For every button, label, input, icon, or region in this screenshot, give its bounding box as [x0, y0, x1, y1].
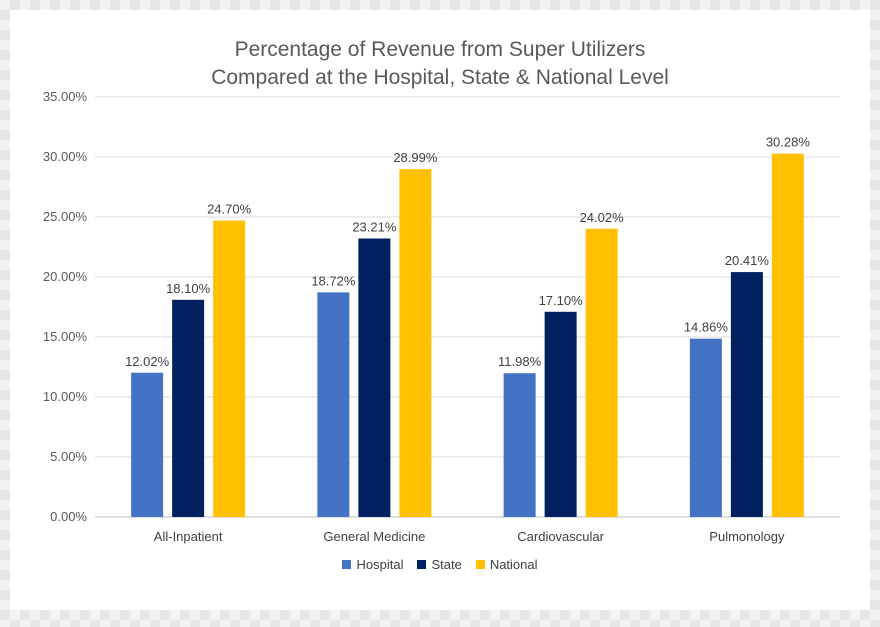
bar-state — [172, 299, 205, 517]
bar-state — [730, 272, 763, 517]
bar-hospital — [317, 292, 350, 517]
legend-item-hospital: Hospital — [342, 557, 403, 572]
legend-item-national: National — [475, 557, 538, 572]
x-tick-label: All-Inpatient — [154, 529, 223, 544]
bar-state — [358, 238, 391, 518]
x-tick-label: Cardiovascular — [517, 529, 604, 544]
y-tick-label: 5.00% — [50, 449, 87, 464]
data-label-state: 17.10% — [539, 293, 584, 308]
bar-national — [585, 228, 618, 517]
bar-state — [544, 311, 577, 517]
legend-label-hospital: Hospital — [356, 557, 404, 572]
bar-national — [213, 220, 246, 517]
data-label-state: 20.41% — [725, 253, 770, 268]
legend-swatch-hospital — [342, 560, 352, 569]
legend-label-state: State — [431, 557, 462, 572]
data-label-national: 30.28% — [766, 135, 811, 150]
y-tick-label: 20.00% — [43, 269, 88, 284]
data-label-hospital: 11.98% — [498, 354, 542, 369]
chart-legend: Hospital State National — [0, 557, 880, 572]
data-label-national: 28.99% — [393, 150, 438, 165]
x-tick-label: General Medicine — [323, 529, 425, 544]
x-tick-label: Pulmonology — [709, 529, 785, 544]
y-tick-label: 0.00% — [50, 509, 87, 524]
data-label-hospital: 12.02% — [125, 354, 170, 369]
data-label-hospital: 18.72% — [311, 273, 356, 288]
legend-swatch-national — [475, 560, 485, 569]
data-label-national: 24.70% — [207, 202, 252, 217]
legend-label-national: National — [489, 557, 538, 572]
legend-swatch-state — [417, 560, 427, 569]
data-label-state: 23.21% — [352, 219, 397, 234]
chart-title-line-2: Compared at the Hospital, State & Nation… — [211, 66, 669, 89]
legend-item-state: State — [417, 557, 462, 572]
data-label-national: 24.02% — [580, 210, 625, 225]
y-tick-label: 15.00% — [43, 329, 88, 344]
chart-title-line-1: Percentage of Revenue from Super Utilize… — [234, 38, 646, 61]
bar-hospital — [689, 338, 722, 517]
bar-hospital — [131, 372, 164, 517]
y-tick-label: 35.00% — [43, 89, 88, 104]
y-tick-label: 10.00% — [43, 389, 88, 404]
chart-title: Percentage of Revenue from Super Utilize… — [0, 36, 880, 92]
data-label-hospital: 14.86% — [684, 320, 729, 335]
y-tick-label: 25.00% — [43, 209, 88, 224]
data-label-state: 18.10% — [166, 281, 211, 296]
bar-national — [771, 153, 804, 517]
y-tick-label: 30.00% — [43, 149, 88, 164]
bar-hospital — [503, 373, 536, 517]
bar-national — [399, 169, 432, 517]
